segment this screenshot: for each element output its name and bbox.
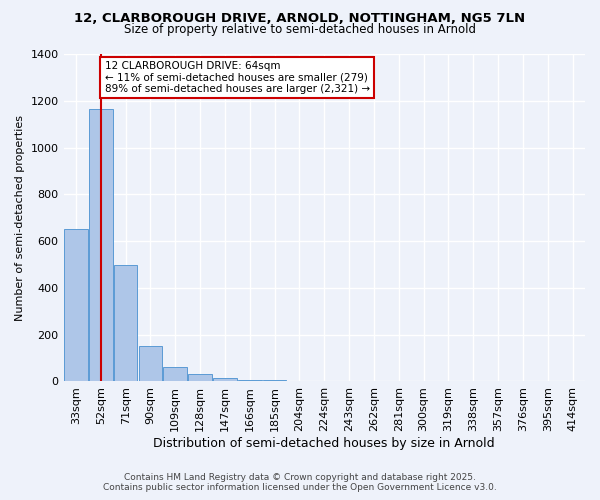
Bar (163, 368, 187, 382)
Y-axis label: Number of semi-detached properties: Number of semi-detached properties (15, 114, 25, 320)
Text: Contains HM Land Registry data © Crown copyright and database right 2025.
Contai: Contains HM Land Registry data © Crown c… (103, 473, 497, 492)
Bar (89, 109, 113, 382)
Text: 12, CLARBOROUGH DRIVE, ARNOLD, NOTTINGHAM, NG5 7LN: 12, CLARBOROUGH DRIVE, ARNOLD, NOTTINGHA… (74, 12, 526, 26)
Bar (188, 374, 212, 382)
Bar (64, 230, 88, 382)
Bar (238, 380, 262, 382)
Bar (263, 380, 286, 382)
Bar (139, 346, 162, 382)
Text: Size of property relative to semi-detached houses in Arnold: Size of property relative to semi-detach… (124, 22, 476, 36)
Bar (114, 264, 137, 382)
Bar (213, 378, 237, 382)
Text: 12 CLARBOROUGH DRIVE: 64sqm
← 11% of semi-detached houses are smaller (279)
89% : 12 CLARBOROUGH DRIVE: 64sqm ← 11% of sem… (104, 61, 370, 94)
X-axis label: Distribution of semi-detached houses by size in Arnold: Distribution of semi-detached houses by … (154, 437, 495, 450)
